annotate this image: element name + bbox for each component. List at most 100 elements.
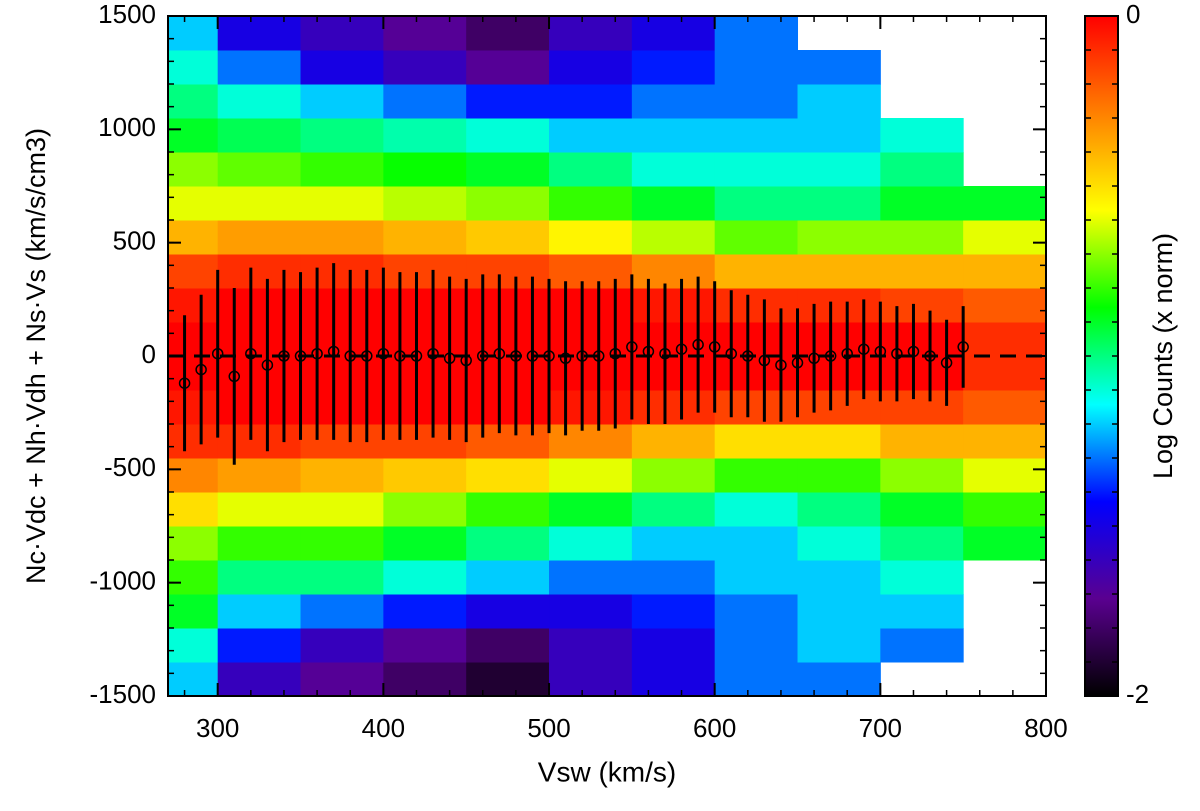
heatmap-cell — [383, 254, 467, 289]
heatmap-cell — [549, 424, 633, 459]
heatmap-cell — [383, 50, 467, 85]
heatmap-cell — [880, 220, 964, 255]
heatmap-cell — [797, 254, 881, 289]
heatmap-cell — [217, 560, 302, 595]
heatmap-cell — [383, 84, 467, 119]
heatmap-cell — [549, 492, 633, 527]
heatmap-cell — [217, 390, 302, 425]
heatmap-cell — [714, 84, 799, 119]
mean-marker — [493, 347, 506, 360]
heatmap-cell — [797, 662, 881, 697]
heatmap-cell — [549, 50, 633, 85]
heatmap-cell — [631, 424, 716, 459]
x-tick-label: 600 — [693, 713, 736, 743]
heatmap-cell — [383, 152, 467, 187]
heatmap-cell — [714, 186, 799, 221]
x-tick-label: 700 — [859, 713, 902, 743]
heatmap-cell — [963, 288, 1047, 323]
mean-marker — [510, 350, 522, 362]
heatmap-cell — [466, 84, 550, 119]
heatmap-cell — [797, 560, 881, 595]
heatmap-cell — [797, 186, 881, 221]
mean-marker — [361, 350, 373, 362]
heatmap-cell — [963, 322, 1047, 357]
mean-marker — [742, 350, 754, 362]
heatmap-cell — [631, 118, 716, 153]
heatmap-cell — [880, 118, 964, 153]
mean-marker — [443, 352, 456, 365]
heatmap-cell — [714, 492, 799, 527]
mean-marker — [245, 347, 257, 360]
heatmap-cell — [880, 390, 964, 425]
heatmap-cell — [383, 526, 467, 561]
heatmap-cell — [217, 84, 302, 119]
heatmap-cell — [466, 526, 550, 561]
mean-marker — [841, 347, 853, 360]
heatmap-cell — [549, 288, 633, 323]
heatmap-cell — [797, 390, 881, 425]
heatmap-cell — [631, 390, 716, 425]
mean-marker — [195, 363, 207, 376]
heatmap-cell — [631, 492, 716, 527]
heatmap-cell — [168, 560, 219, 595]
heatmap-cell — [880, 288, 964, 323]
heatmap-cell — [217, 254, 302, 289]
heatmap-cell — [217, 50, 302, 85]
heatmap-cell — [797, 84, 881, 119]
heatmap-cell — [714, 526, 799, 561]
heatmap-cell — [217, 356, 302, 391]
colorbar-label: Log Counts (x norm) — [1148, 233, 1178, 479]
heatmap-cell — [217, 288, 302, 323]
mean-marker — [477, 350, 489, 362]
heatmap-cell — [631, 220, 716, 255]
heatmap-cell — [631, 662, 716, 697]
heatmap-cell — [714, 118, 799, 153]
heatmap-cell — [797, 424, 881, 459]
mean-marker — [924, 350, 936, 362]
heatmap-cell — [300, 424, 384, 459]
heatmap-cell — [797, 152, 881, 187]
heatmap-cell — [549, 254, 633, 289]
heatmap-cell — [466, 492, 550, 527]
heatmap-cell — [383, 424, 467, 459]
heatmap-cell — [797, 458, 881, 493]
heatmap-cell — [466, 16, 550, 51]
heatmap-cell — [466, 152, 550, 187]
heatmap-cell — [963, 526, 1047, 561]
heatmap-cell — [714, 50, 799, 85]
heatmap-cell — [549, 526, 633, 561]
mean-marker — [708, 341, 721, 353]
heatmap-cell — [300, 458, 384, 493]
mean-marker — [592, 350, 605, 362]
heatmap-cell — [466, 50, 550, 85]
heatmap-cell — [963, 492, 1047, 527]
heatmap-cell — [631, 356, 716, 391]
mean-marker — [675, 343, 688, 355]
heatmap-cell — [383, 118, 467, 153]
heatmap-cell — [466, 594, 550, 629]
heatmap-cell — [466, 254, 550, 289]
heatmap-cell — [714, 390, 799, 425]
heatmap-cell — [714, 220, 799, 255]
mean-marker — [858, 343, 870, 355]
heatmap-cell — [168, 458, 219, 493]
heatmap-cell — [880, 458, 964, 493]
heatmap-cell — [631, 628, 716, 663]
mean-marker — [907, 345, 920, 358]
heatmap-cell — [217, 628, 302, 663]
heatmap-cell — [714, 628, 799, 663]
heatmap-cell — [168, 220, 219, 255]
mean-marker — [261, 359, 274, 371]
heatmap-cell — [631, 288, 716, 323]
heatmap-cell — [714, 356, 799, 391]
heatmap-cell — [880, 356, 964, 391]
heatmap-cell — [549, 458, 633, 493]
heatmap-cell — [714, 458, 799, 493]
heatmap-cell — [549, 628, 633, 663]
mean-marker — [377, 347, 390, 360]
heatmap-cell — [466, 458, 550, 493]
heatmap-cell — [168, 356, 219, 391]
heatmap-cell — [217, 458, 302, 493]
mean-marker — [576, 350, 588, 362]
heatmap-cell — [300, 254, 384, 289]
